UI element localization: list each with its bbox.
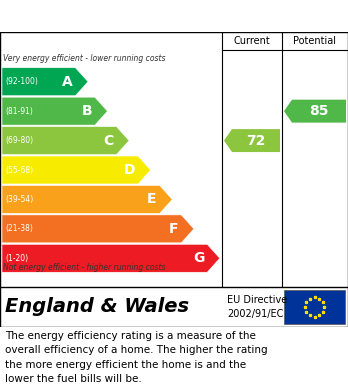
Text: (92-100): (92-100) (5, 77, 38, 86)
Text: (39-54): (39-54) (5, 195, 33, 204)
Text: F: F (169, 222, 178, 236)
Text: 72: 72 (246, 134, 266, 147)
Polygon shape (2, 156, 151, 184)
Text: D: D (124, 163, 135, 177)
Bar (284, 290, 345, 324)
Polygon shape (224, 129, 280, 152)
Text: Potential: Potential (293, 36, 337, 46)
Text: England & Wales: England & Wales (5, 298, 189, 316)
Text: Not energy efficient - higher running costs: Not energy efficient - higher running co… (3, 263, 166, 272)
Text: (69-80): (69-80) (5, 136, 33, 145)
Text: G: G (193, 251, 204, 265)
Text: C: C (103, 134, 113, 147)
Polygon shape (2, 185, 172, 213)
Text: (21-38): (21-38) (5, 224, 33, 233)
Text: (55-68): (55-68) (5, 165, 33, 174)
Text: A: A (62, 75, 72, 89)
Text: E: E (147, 192, 157, 206)
Text: EU Directive
2002/91/EC: EU Directive 2002/91/EC (227, 295, 287, 319)
Polygon shape (2, 68, 88, 96)
Text: Energy Efficiency Rating: Energy Efficiency Rating (10, 9, 220, 23)
Text: (1-20): (1-20) (5, 254, 28, 263)
Polygon shape (284, 100, 346, 123)
Polygon shape (2, 244, 220, 272)
Text: Very energy efficient - lower running costs: Very energy efficient - lower running co… (3, 54, 166, 63)
Text: 85: 85 (309, 104, 329, 118)
Polygon shape (2, 215, 194, 243)
Text: B: B (81, 104, 92, 118)
Polygon shape (2, 127, 129, 154)
Text: Current: Current (234, 36, 270, 46)
Text: (81-91): (81-91) (5, 107, 33, 116)
Text: The energy efficiency rating is a measure of the
overall efficiency of a home. T: The energy efficiency rating is a measur… (5, 331, 268, 384)
Polygon shape (2, 97, 108, 125)
